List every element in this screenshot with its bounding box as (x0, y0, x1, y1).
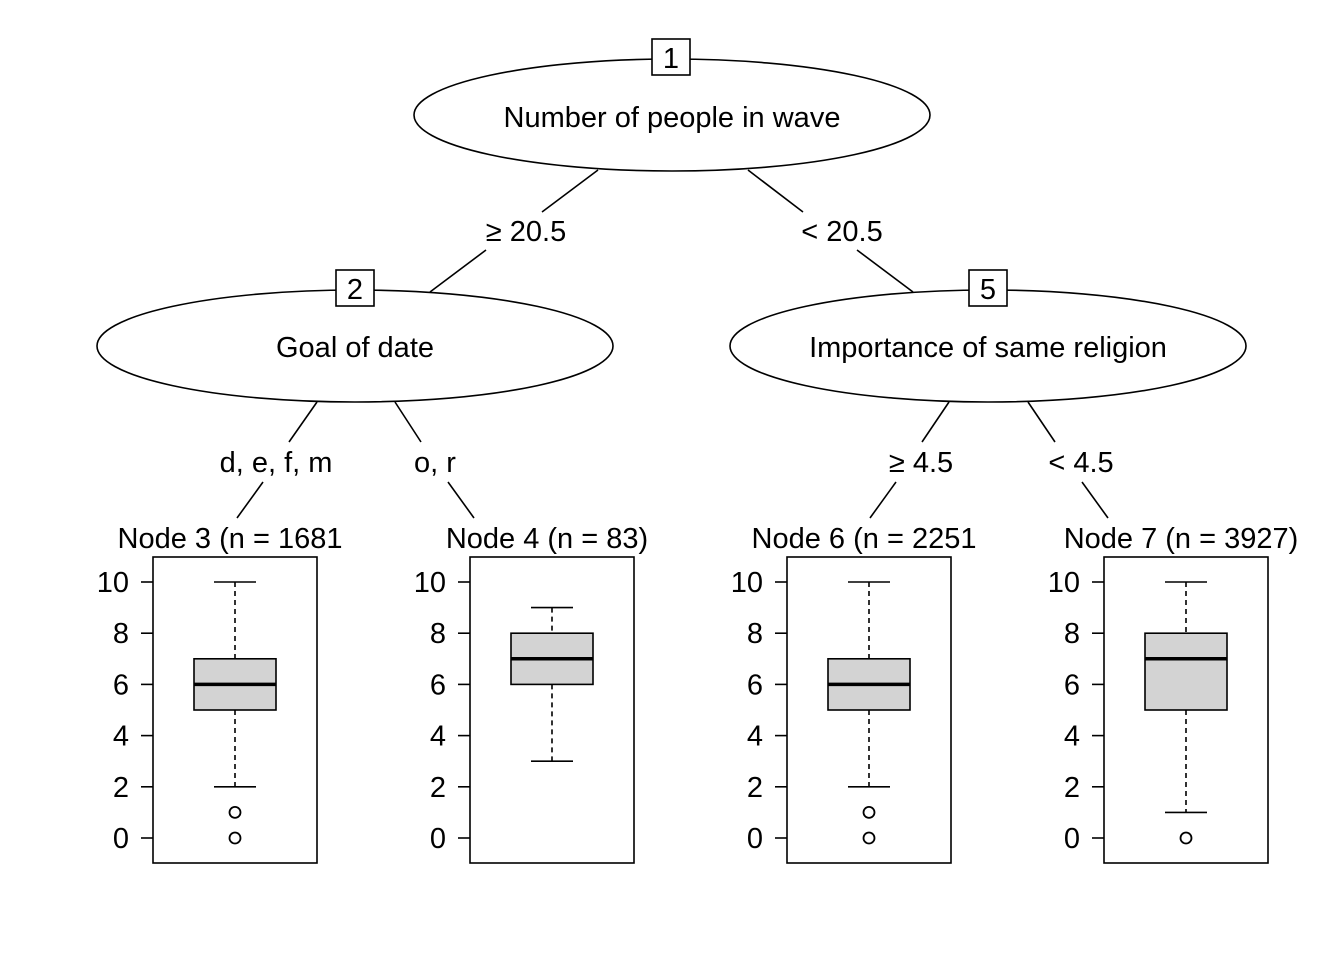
outlier-point (862, 806, 876, 819)
y-axis-tick-label: 8 (1064, 618, 1080, 650)
outlier-point (862, 831, 876, 845)
y-axis-tick-label: 10 (414, 567, 446, 599)
y-axis-tick-label: 0 (113, 823, 129, 855)
y-axis-tick-label: 2 (747, 772, 763, 804)
edge-label-1-5: < 20.5 (801, 216, 882, 248)
edge-5-6-lower (869, 481, 897, 519)
node-id-box (968, 269, 1008, 307)
inner-node-1: Number of people in wave 1 (413, 38, 931, 172)
node-label: Importance of same religion (809, 332, 1167, 364)
outlier-point (1179, 831, 1193, 845)
edge-2-4-lower (447, 481, 475, 519)
y-axis-tick-label: 8 (113, 618, 129, 650)
edge-label-1-2: ≥ 20.5 (486, 216, 566, 248)
terminal-node-title: Node 7 (n = 3927) (1064, 523, 1299, 555)
edge-2-3-upper (288, 401, 318, 443)
edge-1-5-lower (856, 249, 914, 293)
edge-label-5-7: < 4.5 (1048, 447, 1113, 479)
node-label: Number of people in wave (504, 102, 841, 134)
edge-1-2-lower (429, 249, 487, 293)
terminal-node-title: Node 3 (n = 1681 (118, 523, 343, 555)
y-axis-tick-label: 2 (113, 772, 129, 804)
edge-label-5-6: ≥ 4.5 (889, 447, 953, 479)
edge-5-7-upper (1027, 401, 1056, 443)
y-axis-tick-label: 6 (747, 669, 763, 701)
edge-1-2-upper (541, 169, 599, 213)
edge-label-2-3: d, e, f, m (220, 447, 333, 479)
iqr-box (1144, 632, 1228, 711)
terminal-node-title: Node 6 (n = 2251 (752, 523, 977, 555)
y-axis-tick-label: 4 (430, 721, 446, 753)
y-axis-tick-label: 8 (430, 618, 446, 650)
y-axis-tick-label: 6 (1064, 669, 1080, 701)
node-id: 5 (980, 274, 996, 306)
y-axis-tick-label: 10 (97, 567, 129, 599)
node-id: 2 (347, 274, 363, 306)
terminal-node-4: Node 4 (n = 83) 0 2 4 6 8 10 (414, 523, 648, 864)
y-axis-tick-label: 4 (1064, 721, 1080, 753)
y-axis-tick-label: 10 (1048, 567, 1080, 599)
y-axis-tick-label: 0 (430, 823, 446, 855)
y-axis-tick-label: 0 (747, 823, 763, 855)
node-label: Goal of date (276, 332, 434, 364)
boxplot-panel (469, 556, 635, 864)
y-axis-tick-label: 10 (731, 567, 763, 599)
inner-node-5: Importance of same religion 5 (729, 269, 1247, 403)
inner-node-2: Goal of date 2 (96, 269, 614, 403)
terminal-node-title: Node 4 (n = 83) (446, 523, 648, 555)
edge-2-4-upper (394, 401, 422, 443)
edge-5-7-lower (1081, 481, 1109, 519)
y-axis-tick-label: 8 (747, 618, 763, 650)
terminal-node-6: Node 6 (n = 2251 0 2 4 6 8 10 (731, 523, 977, 864)
y-axis-tick-label: 2 (1064, 772, 1080, 804)
y-axis-tick-label: 0 (1064, 823, 1080, 855)
y-axis-tick-label: 6 (430, 669, 446, 701)
edge-label-2-4: o, r (414, 447, 456, 479)
outlier-point (228, 831, 242, 845)
y-axis-tick-label: 4 (747, 721, 763, 753)
terminal-node-7: Node 7 (n = 3927) 0 2 4 6 8 10 (1048, 523, 1299, 864)
edge-1-5-upper (747, 169, 804, 213)
edge-5-6-upper (921, 401, 950, 443)
node-id: 1 (663, 43, 679, 75)
node-id-box (335, 269, 375, 307)
terminal-node-3: Node 3 (n = 1681 0 2 4 6 8 10 (97, 523, 343, 864)
y-axis-tick-label: 2 (430, 772, 446, 804)
node-id-box (651, 38, 691, 76)
y-axis-tick-label: 4 (113, 721, 129, 753)
outlier-point (228, 806, 242, 819)
edge-2-3-lower (236, 481, 264, 519)
y-axis-tick-label: 6 (113, 669, 129, 701)
